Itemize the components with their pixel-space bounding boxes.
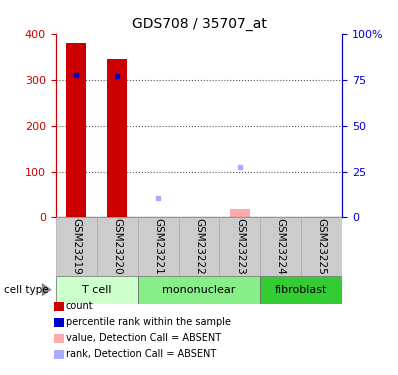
Text: GSM23221: GSM23221 [153, 218, 163, 275]
Text: GSM23220: GSM23220 [112, 218, 122, 275]
Bar [179, 217, 219, 276]
Text: GSM23225: GSM23225 [317, 218, 327, 275]
Text: GSM23222: GSM23222 [194, 218, 204, 275]
Bar [107, 59, 127, 217]
Text: GSM23223: GSM23223 [235, 218, 245, 275]
Text: mononuclear: mononuclear [162, 285, 236, 295]
Bar [230, 209, 250, 218]
Bar [260, 276, 342, 304]
Bar [66, 43, 86, 218]
Bar [138, 276, 260, 304]
Text: percentile rank within the sample: percentile rank within the sample [66, 317, 231, 327]
Text: value, Detection Call = ABSENT: value, Detection Call = ABSENT [66, 333, 221, 343]
Bar [56, 276, 138, 304]
Title: GDS708 / 35707_at: GDS708 / 35707_at [132, 17, 266, 32]
Text: cell type: cell type [4, 285, 49, 295]
Text: rank, Detection Call = ABSENT: rank, Detection Call = ABSENT [66, 350, 216, 359]
Text: count: count [66, 301, 93, 311]
Bar [219, 217, 260, 276]
Bar [97, 217, 138, 276]
Bar [301, 217, 342, 276]
Text: T cell: T cell [82, 285, 111, 295]
Text: GSM23219: GSM23219 [71, 218, 81, 275]
Bar [138, 217, 179, 276]
Text: GSM23224: GSM23224 [276, 218, 286, 275]
Text: fibroblast: fibroblast [275, 285, 328, 295]
Bar [56, 217, 97, 276]
Bar [260, 217, 301, 276]
